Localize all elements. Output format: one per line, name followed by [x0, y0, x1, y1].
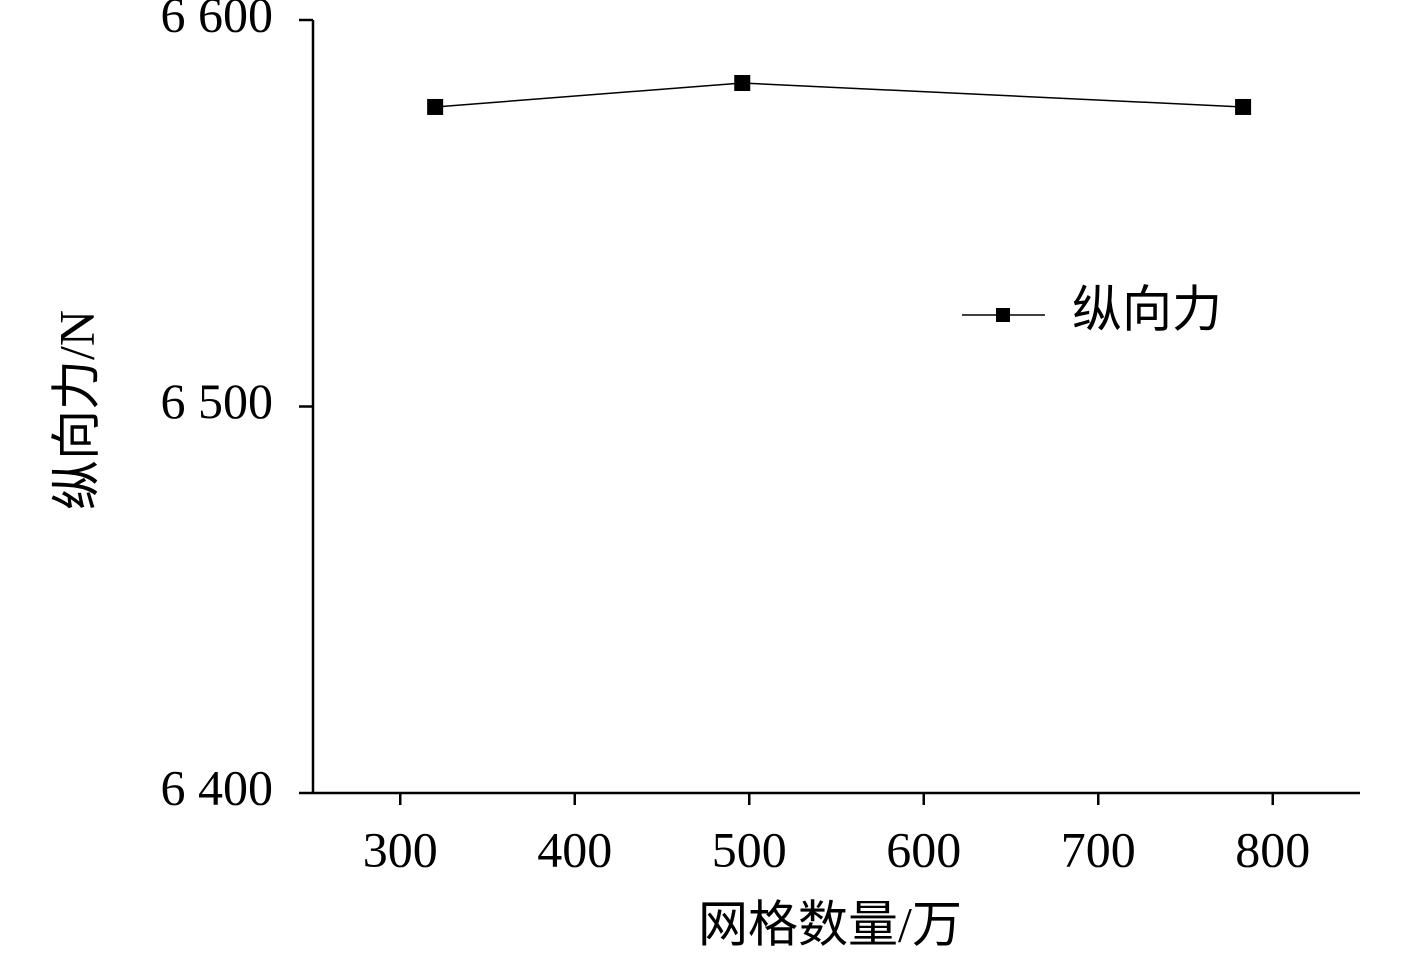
x-tick-label: 600: [886, 821, 961, 877]
y-tick-label: 6 500: [161, 373, 274, 429]
x-tick-label: 300: [363, 821, 438, 877]
legend-marker: [996, 308, 1010, 322]
x-axis-title: 网格数量/万: [698, 896, 962, 952]
legend-label: 纵向力: [1072, 281, 1222, 337]
y-tick-label: 6 600: [161, 0, 274, 42]
x-tick-label: 800: [1235, 821, 1310, 877]
x-tick-label: 500: [712, 821, 787, 877]
data-line: [435, 82, 1244, 108]
y-tick-label: 6 400: [161, 759, 274, 815]
data-point: [427, 98, 444, 115]
data-point: [1235, 98, 1252, 115]
y-axis-title: 纵向力/N: [48, 310, 104, 510]
data-point: [734, 74, 751, 91]
x-tick-label: 700: [1061, 821, 1136, 877]
x-tick-label: 400: [537, 821, 612, 877]
